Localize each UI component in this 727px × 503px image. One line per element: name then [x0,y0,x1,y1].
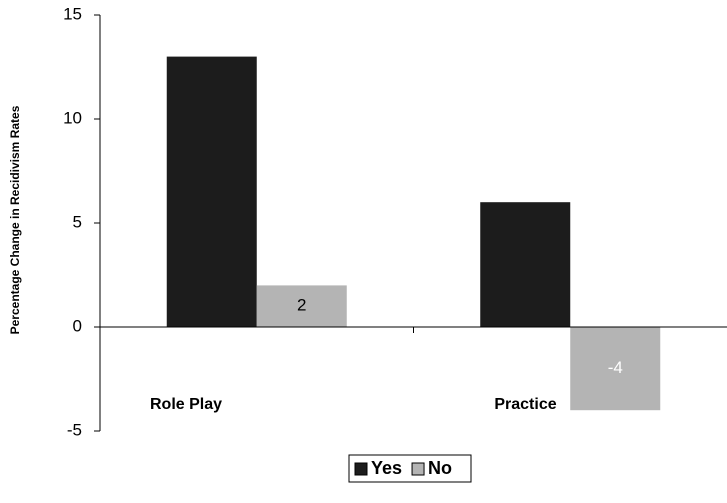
x-tick-label: Practice [494,396,556,413]
y-tick-label: 15 [63,4,82,23]
data-label: -4 [608,358,623,377]
legend-label: No [428,458,452,478]
bar [166,56,257,327]
legend-swatch [354,462,368,476]
legend-label: Yes [371,458,402,478]
y-tick-label: 10 [63,108,82,127]
bar [570,327,661,411]
y-tick-label: -5 [67,420,82,439]
legend-swatch [411,462,425,476]
x-tick-label: Role Play [150,396,222,413]
y-tick-label: 0 [73,316,82,335]
legend-box [348,454,472,483]
y-tick-label: 5 [73,212,82,231]
y-axis-label: Percentage Change in Recidivism Rates [8,105,22,334]
data-label: 2 [297,296,306,315]
bar [256,285,347,327]
bar [480,202,571,327]
